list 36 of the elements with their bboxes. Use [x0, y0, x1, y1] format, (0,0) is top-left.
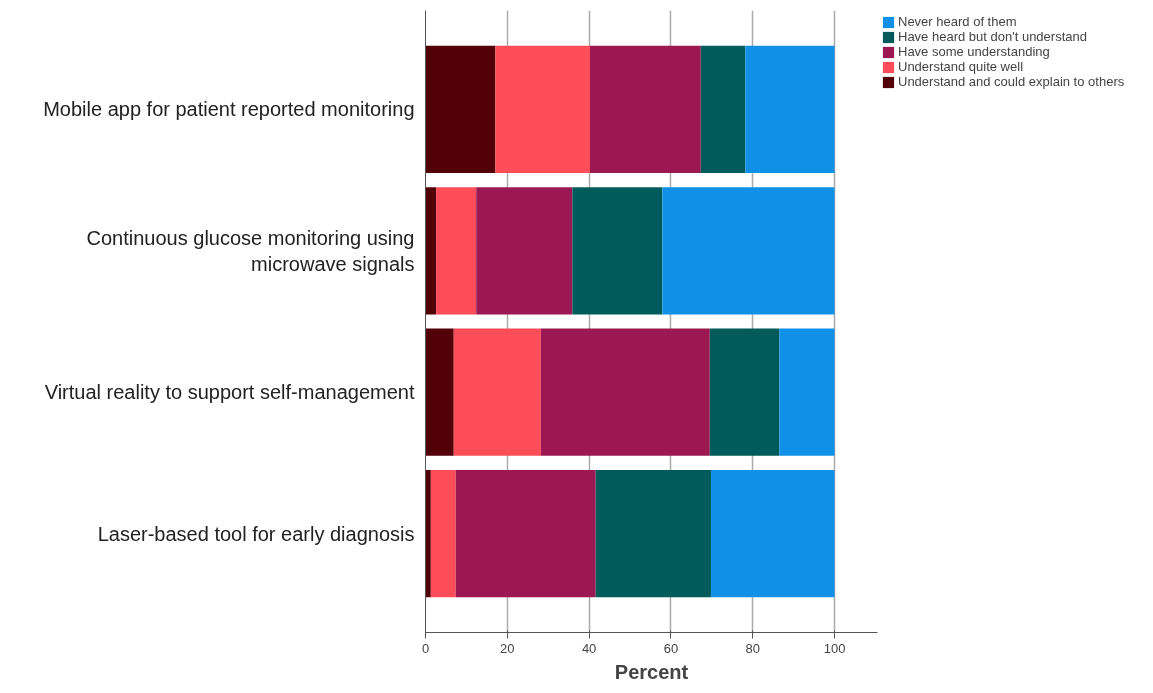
bar: [430, 469, 456, 598]
bar: [595, 469, 712, 598]
bar: [455, 469, 596, 598]
bar: [662, 187, 835, 315]
y-tick-label: Laser-based tool for early diagnosis: [97, 522, 415, 545]
y-tick-label: Continuous glucose monitoring using microwave signals: [86, 226, 415, 276]
legend-label: Understand and could explain to others: [898, 74, 1125, 89]
legend-label: Have heard but don't understand: [898, 29, 1087, 44]
y-tick-label: Virtual reality to support self-management: [44, 381, 415, 404]
bar: [453, 328, 541, 456]
x-tick-label: 20: [500, 640, 515, 656]
bar: [709, 328, 780, 456]
bar: [476, 187, 573, 315]
legend-label: Never heard of them: [898, 14, 1017, 29]
bar: [436, 187, 477, 315]
bar: [589, 45, 701, 174]
x-tick-label: 80: [745, 640, 760, 656]
x-tick-label: 100: [823, 640, 846, 656]
x-axis-title: Percent: [614, 660, 689, 683]
bar: [425, 469, 431, 598]
bar: [779, 328, 835, 456]
bar: [495, 45, 590, 174]
bar: [700, 45, 746, 174]
bar: [540, 328, 710, 456]
x-tick-label: 60: [663, 640, 679, 656]
legend-label: Understand quite well: [898, 59, 1024, 74]
bar: [745, 45, 835, 174]
legend-label: Have some understanding: [898, 44, 1050, 59]
x-tick-label: 0: [421, 640, 430, 656]
bar: [572, 187, 663, 315]
bar: [425, 187, 437, 315]
bar: [425, 328, 454, 456]
bar: [425, 45, 496, 174]
bar: [711, 469, 835, 598]
x-tick-label: 40: [581, 640, 597, 656]
y-tick-label: Mobile app for patient reported monitoring: [43, 98, 415, 121]
